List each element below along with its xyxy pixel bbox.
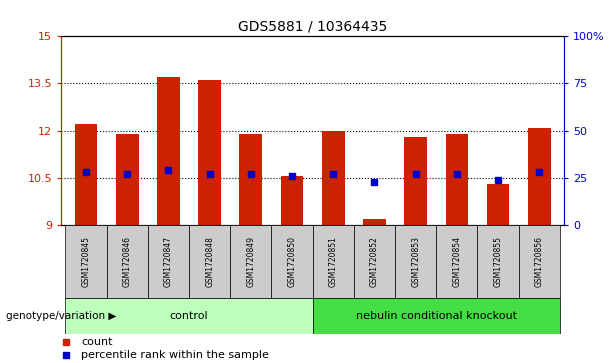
Bar <box>198 80 221 225</box>
Bar <box>519 225 560 298</box>
Bar <box>446 134 468 225</box>
Text: GSM1720845: GSM1720845 <box>82 236 91 287</box>
Text: count: count <box>82 337 113 347</box>
Bar <box>240 134 262 225</box>
Text: GSM1720855: GSM1720855 <box>493 236 503 287</box>
Bar <box>395 225 436 298</box>
Bar <box>66 225 107 298</box>
Text: GSM1720850: GSM1720850 <box>287 236 297 287</box>
Bar <box>272 225 313 298</box>
Bar <box>148 225 189 298</box>
Bar <box>107 225 148 298</box>
Bar <box>281 176 303 225</box>
Bar <box>189 225 230 298</box>
Text: GSM1720852: GSM1720852 <box>370 236 379 287</box>
Bar <box>157 77 180 225</box>
Text: GSM1720856: GSM1720856 <box>535 236 544 287</box>
Bar <box>313 298 560 334</box>
Text: GSM1720848: GSM1720848 <box>205 236 214 287</box>
Bar <box>322 131 345 225</box>
Text: GSM1720846: GSM1720846 <box>123 236 132 287</box>
Bar <box>487 184 509 225</box>
Bar <box>528 127 550 225</box>
Text: GSM1720854: GSM1720854 <box>452 236 462 287</box>
Bar <box>363 219 386 225</box>
Text: GSM1720847: GSM1720847 <box>164 236 173 287</box>
Bar <box>313 225 354 298</box>
Bar <box>75 125 97 225</box>
Bar <box>405 137 427 225</box>
Bar <box>66 298 313 334</box>
Bar <box>116 134 139 225</box>
Bar <box>478 225 519 298</box>
Text: genotype/variation ▶: genotype/variation ▶ <box>6 311 116 321</box>
Title: GDS5881 / 10364435: GDS5881 / 10364435 <box>238 20 387 34</box>
Text: control: control <box>170 311 208 321</box>
Text: percentile rank within the sample: percentile rank within the sample <box>82 350 269 360</box>
Bar <box>230 225 272 298</box>
Text: GSM1720851: GSM1720851 <box>329 236 338 287</box>
Text: GSM1720853: GSM1720853 <box>411 236 420 287</box>
Bar <box>436 225 478 298</box>
Text: GSM1720849: GSM1720849 <box>246 236 256 287</box>
Bar <box>354 225 395 298</box>
Text: nebulin conditional knockout: nebulin conditional knockout <box>356 311 517 321</box>
